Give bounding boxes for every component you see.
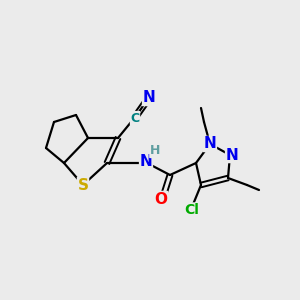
- Text: O: O: [154, 191, 167, 206]
- Text: N: N: [226, 148, 238, 163]
- Text: H: H: [150, 145, 160, 158]
- Text: S: S: [77, 178, 88, 193]
- Text: Cl: Cl: [184, 203, 200, 217]
- Text: N: N: [140, 154, 152, 169]
- Text: N: N: [142, 91, 155, 106]
- Text: C: C: [130, 112, 140, 124]
- Text: N: N: [204, 136, 216, 152]
